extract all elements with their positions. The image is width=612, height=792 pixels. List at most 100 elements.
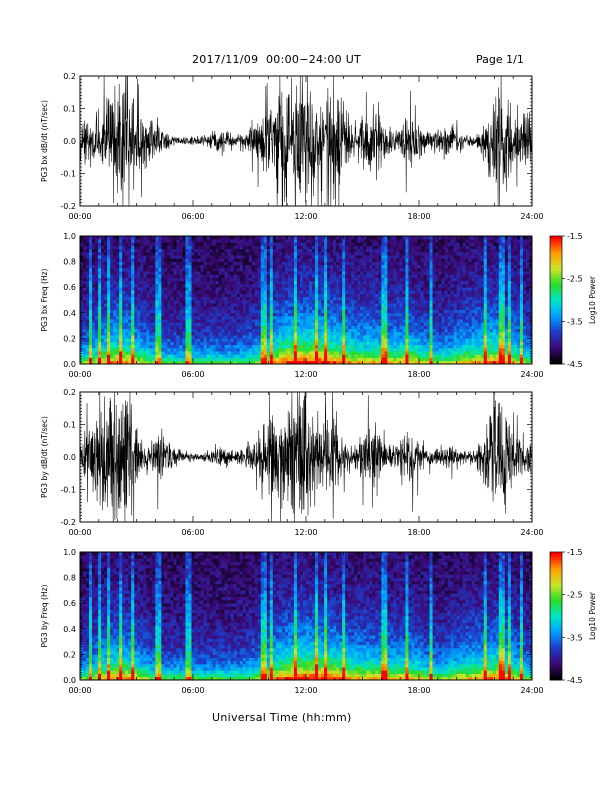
bx-spectrogram-cell xyxy=(182,351,186,355)
bx-spectrogram-cell xyxy=(140,261,144,266)
bx-spectrogram-cell xyxy=(89,348,93,352)
bx-spectrogram-cell xyxy=(200,312,204,317)
bx-spectrogram-cell xyxy=(173,351,177,355)
bx-spectrogram-cell xyxy=(408,236,412,240)
bx-spectrogram-cell xyxy=(161,268,165,272)
bx-spectrogram-cell xyxy=(438,290,442,294)
bx-spectrogram-cell xyxy=(134,309,138,314)
bx-spectrogram-cell xyxy=(330,303,334,307)
bx-spectrogram-cell xyxy=(125,312,129,317)
bx-spectrogram-cell xyxy=(227,338,231,342)
bx-spectrogram-cell xyxy=(306,335,310,339)
bx-spectrogram-cell xyxy=(420,293,424,298)
bx-spectrogram-cell xyxy=(390,322,394,326)
bx-spectrogram-cell xyxy=(104,239,108,243)
bx-spectrogram-cell xyxy=(396,255,400,259)
bx-spectrogram-cell xyxy=(155,344,159,349)
bx-spectrogram-cell xyxy=(215,300,219,304)
bx-spectrogram-cell xyxy=(333,293,337,298)
bx-spectrogram-cell xyxy=(101,312,105,317)
bx-spectrogram-cell xyxy=(381,252,385,256)
bx-spectrogram-cell xyxy=(206,296,210,301)
bx-spectrogram-cell xyxy=(83,245,87,250)
bx-spectrogram-cell xyxy=(315,338,319,342)
bx-spectrogram-cell xyxy=(348,255,352,259)
bx-spectrogram-cell xyxy=(95,236,99,240)
bx-spectrogram-cell xyxy=(345,274,349,278)
bx-spectrogram-cell xyxy=(158,309,162,314)
bx-spectrogram-cell xyxy=(206,360,210,365)
bx-spectrogram-cell xyxy=(342,306,346,310)
bx-spectrogram-cell xyxy=(107,296,111,301)
bx-spectrogram-cell xyxy=(92,319,96,323)
bx-spectrogram-cell xyxy=(414,344,418,349)
bx-spectrogram-cell xyxy=(263,252,268,256)
bx-spectrogram-cell xyxy=(251,293,256,298)
bx-spectrogram-cell xyxy=(390,242,394,246)
bx-spectrogram-cell xyxy=(435,248,439,253)
bx-spectrogram-cell xyxy=(447,264,451,269)
bx-spectrogram-cell xyxy=(417,325,421,330)
bx-spectrogram-cell xyxy=(312,280,316,285)
bx-spectrogram-cell xyxy=(158,293,162,298)
bx-spectrogram-cell xyxy=(429,348,433,352)
bx-spectrogram-cell xyxy=(381,236,385,240)
bx-spectrogram-cell xyxy=(363,271,367,275)
bx-spectrogram-cell xyxy=(89,261,93,266)
bx-spectrogram-cell xyxy=(438,303,442,307)
bx-spectrogram-cell xyxy=(230,332,234,336)
bx-spectrogram-cell xyxy=(125,328,129,333)
bx-spectrogram-cell xyxy=(435,325,439,330)
bx-spectrogram-cell xyxy=(312,351,316,355)
bx-spectrogram-cell xyxy=(257,354,262,358)
bx-spectrogram-cell xyxy=(414,248,418,253)
bx-spectrogram-cell xyxy=(426,332,430,336)
bx-spectrogram-cell xyxy=(411,309,415,314)
bx-spectrogram-cell xyxy=(197,274,201,278)
bx-spectrogram-cell xyxy=(152,268,156,272)
bx-spectrogram-cell xyxy=(408,332,412,336)
bx-spectrogram-cell xyxy=(390,252,394,256)
bx-spectrogram-cell xyxy=(113,248,117,253)
bx-spectrogram-cell xyxy=(405,306,409,310)
bx-spectrogram-cell xyxy=(293,348,298,352)
bx-spectrogram-cell xyxy=(384,255,388,259)
bx-spectrogram-cell xyxy=(113,239,117,243)
bx-spectrogram-cell xyxy=(435,277,439,282)
bx-spectrogram-cell xyxy=(218,357,222,362)
bx-spectrogram-cell xyxy=(236,357,240,362)
bx-spectrogram-cell xyxy=(158,322,162,326)
bx-spectrogram-cell xyxy=(420,239,424,243)
bx-spectrogram-cell xyxy=(209,348,213,352)
bx-spectrogram-cell xyxy=(321,236,325,240)
bx-spectrogram-cell xyxy=(315,277,319,282)
bx-spectrogram-cell xyxy=(212,287,216,291)
bx-spectrogram-cell xyxy=(98,242,102,246)
bx-spectrogram-cell xyxy=(98,255,102,259)
bx-spectrogram-cell xyxy=(441,306,445,310)
bx-spectrogram-cell xyxy=(155,264,159,269)
bx-spectrogram-cell xyxy=(281,248,286,253)
bx-spectrogram-cell xyxy=(152,309,156,314)
bx-spectrogram-cell xyxy=(360,264,364,269)
bx-spectrogram-cell xyxy=(248,332,253,336)
bx-spectrogram-cell xyxy=(188,351,192,355)
bx-spectrogram-cell xyxy=(324,280,328,285)
bx-spectrogram-cell xyxy=(296,242,301,246)
bx-spectrogram-cell xyxy=(80,357,84,362)
bx-spectrogram-cell xyxy=(306,354,310,358)
bx-spectrogram-cell xyxy=(393,236,397,240)
bx-spectrogram-cell xyxy=(438,312,442,317)
bx-spectrogram-cell xyxy=(420,255,424,259)
bx-spectrogram-cell xyxy=(354,328,358,333)
bx-spectrogram-cell xyxy=(113,360,117,365)
bx-spectrogram-cell xyxy=(390,258,394,262)
bx-spectrogram-cell xyxy=(432,271,436,275)
bx-spectrogram-cell xyxy=(345,357,349,362)
bx-spectrogram-cell xyxy=(405,303,409,307)
bx-spectrogram-cell xyxy=(176,357,180,362)
bx-spectrogram-cell xyxy=(312,325,316,330)
bx-spectrogram-cell xyxy=(146,245,150,250)
bx-spectrogram-cell xyxy=(230,268,234,272)
bx-spectrogram-cell xyxy=(423,338,427,342)
